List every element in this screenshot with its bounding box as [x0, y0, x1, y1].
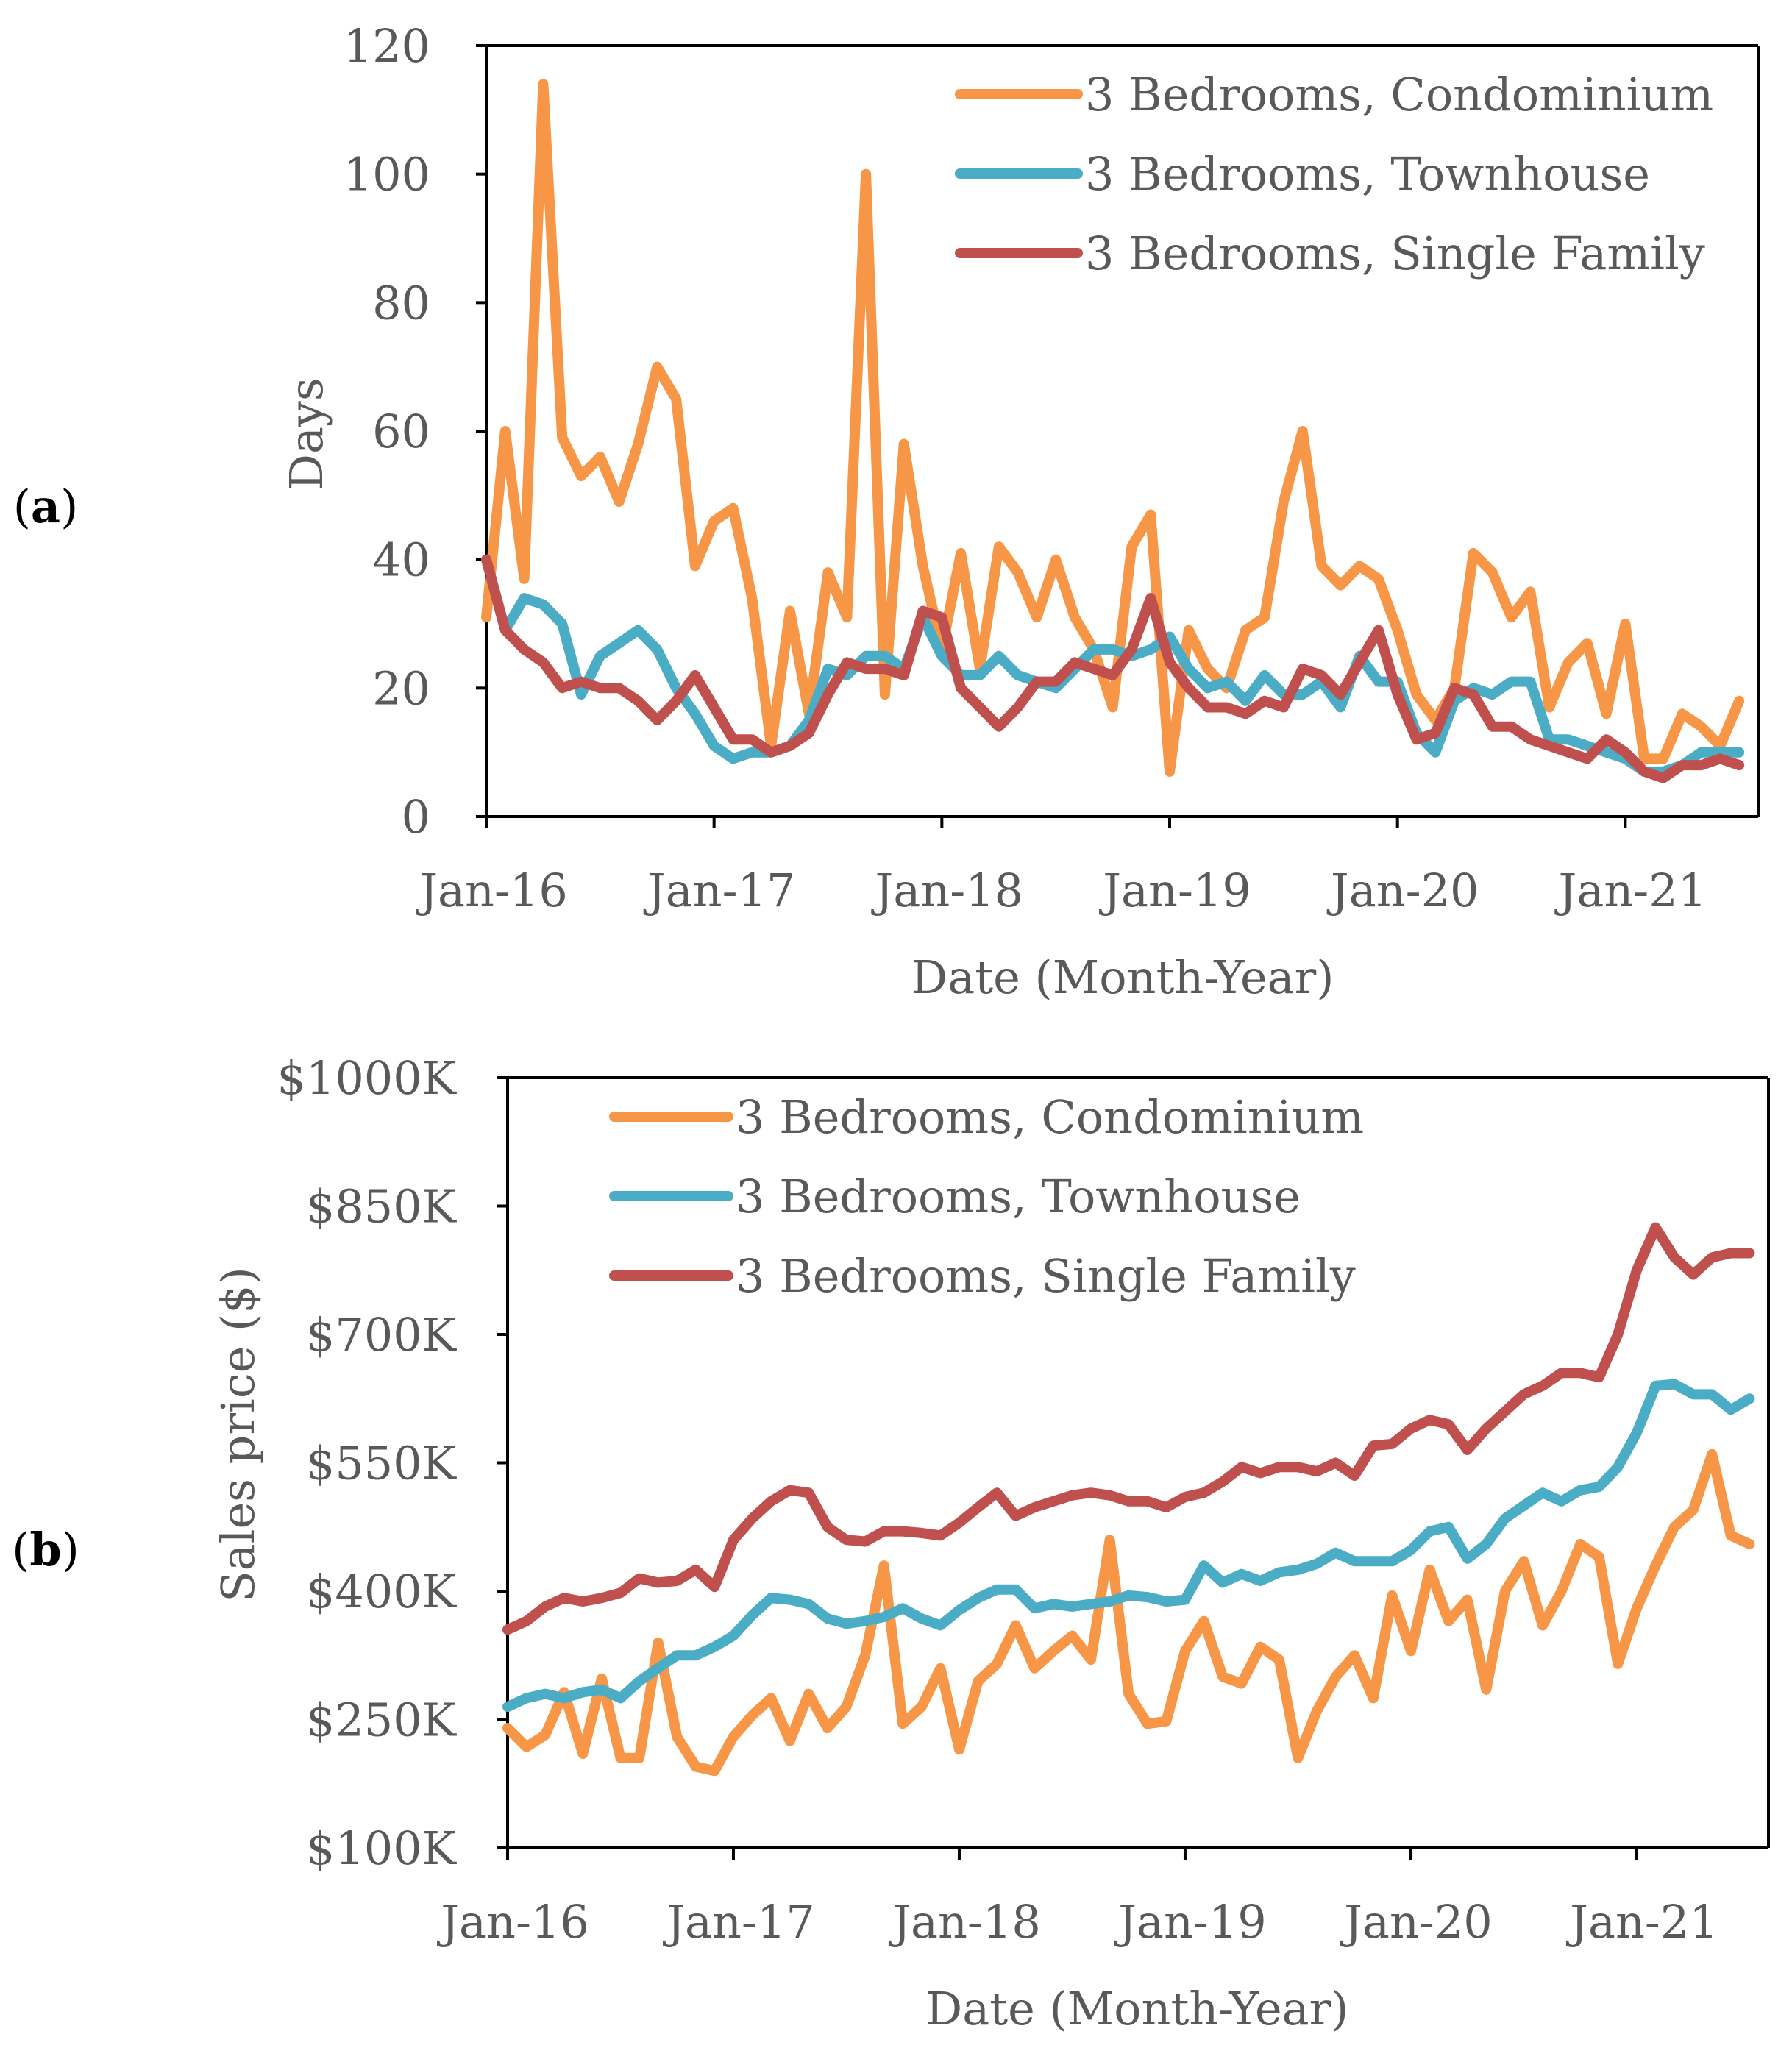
panel-b-x-axis-title: Date (Month-Year): [926, 1982, 1349, 2035]
panel-b-x-tick-label: Jan-16: [436, 1895, 589, 1949]
panel-a-y-tick-label: 60: [372, 405, 430, 458]
panel-a-legend-label-condominium: 3 Bedrooms, Condominium: [1085, 68, 1713, 121]
panel-b-y-tick-label: $550K: [306, 1437, 458, 1490]
panel-a-legend-label-townhouse: 3 Bedrooms, Townhouse: [1085, 147, 1650, 201]
panel-a-y-tick-label: 20: [372, 661, 430, 715]
panel-a-x-tick-label: Jan-19: [1098, 864, 1251, 917]
panel-a-legend-label-single-family: 3 Bedrooms, Single Family: [1085, 227, 1705, 280]
panel-a-x-tick-label: Jan-21: [1554, 864, 1707, 917]
panel-a-x-tick-label: Jan-18: [871, 864, 1024, 917]
panel-a-series: [481, 79, 1745, 783]
panel-b-letter: b: [29, 1523, 61, 1576]
panel-b-series-single-family: [502, 1222, 1755, 1635]
panel-b-x-tick-label: Jan-20: [1340, 1895, 1493, 1949]
panel-b-y-tick-label: $250K: [306, 1693, 458, 1747]
panel-b-y-ticks: $100K $250K $400K $550K $700K $850K $1000K: [277, 1051, 508, 1875]
panel-a-x-axis-title: Date (Month-Year): [911, 950, 1334, 1004]
panel-a-y-tick-label: 40: [372, 533, 430, 587]
panel-b-x-tick-label: Jan-19: [1114, 1895, 1267, 1949]
panel-b-y-tick-label: $400K: [306, 1565, 458, 1618]
panel-a-y-tick-label: 0: [402, 790, 430, 844]
panel-b-y-axis-title: Sales price ($): [211, 1267, 265, 1602]
panel-b-x-tick-label: Jan-18: [888, 1895, 1041, 1949]
panel-b-x-tick-label: Jan-17: [662, 1895, 815, 1949]
panel-a-series-single-family: [481, 554, 1745, 783]
panel-b-series: [502, 1222, 1755, 1777]
panel-b-series-condominium: [502, 1448, 1755, 1777]
panel-a-y-tick-label: 100: [344, 148, 430, 202]
panel-b-legend-label-single-family: 3 Bedrooms, Single Family: [736, 1249, 1356, 1303]
panel-b-label: (b): [12, 1523, 79, 1576]
panel-a-label: (a): [13, 480, 79, 533]
panel-a-series-condominium: [481, 79, 1745, 777]
panel-a-x-tick-label: Jan-16: [415, 864, 568, 917]
panel-b-y-tick-label: $850K: [306, 1180, 458, 1234]
panel-a-series-townhouse: [481, 554, 1745, 777]
panel-a: (a) Days Date (Month-Year) 0 20 40 60 80 100 1…: [13, 19, 1760, 1004]
panel-b-y-tick-label: $100K: [306, 1821, 458, 1875]
panel-a-y-axis-title: Days: [280, 377, 333, 491]
panel-a-y-tick-label: 120: [344, 19, 430, 73]
panel-b: (b) Sales price ($) Date (Month-Year) $1…: [12, 1051, 1770, 2035]
panel-b-y-tick-label: $1000K: [277, 1051, 457, 1105]
panel-a-x-tick-label: Jan-17: [643, 864, 796, 917]
panel-b-legend-label-townhouse: 3 Bedrooms, Townhouse: [736, 1170, 1301, 1223]
panel-a-legend: 3 Bedrooms, Condominium 3 Bedrooms, Townh…: [955, 68, 1713, 280]
panel-a-y-tick-label: 80: [372, 276, 430, 330]
panel-b-x-ticks: Jan-16 Jan-17 Jan-18 Jan-19 Jan-20 Jan-21: [436, 1848, 1718, 1949]
panel-a-x-ticks: Jan-16 Jan-17 Jan-18 Jan-19 Jan-20 Jan-21: [415, 817, 1707, 917]
panel-b-legend-label-condominium: 3 Bedrooms, Condominium: [736, 1090, 1364, 1144]
panel-a-y-ticks: 0 20 40 60 80 100 120: [344, 19, 486, 844]
panel-b-x-tick-label: Jan-21: [1565, 1895, 1718, 1949]
panel-b-legend: 3 Bedrooms, Condominium 3 Bedrooms, Townh…: [609, 1090, 1364, 1303]
panel-a-x-tick-label: Jan-20: [1326, 864, 1479, 917]
panel-b-series-townhouse: [502, 1379, 1755, 1713]
panel-a-letter: a: [31, 480, 60, 533]
panel-b-y-tick-label: $700K: [306, 1308, 458, 1362]
